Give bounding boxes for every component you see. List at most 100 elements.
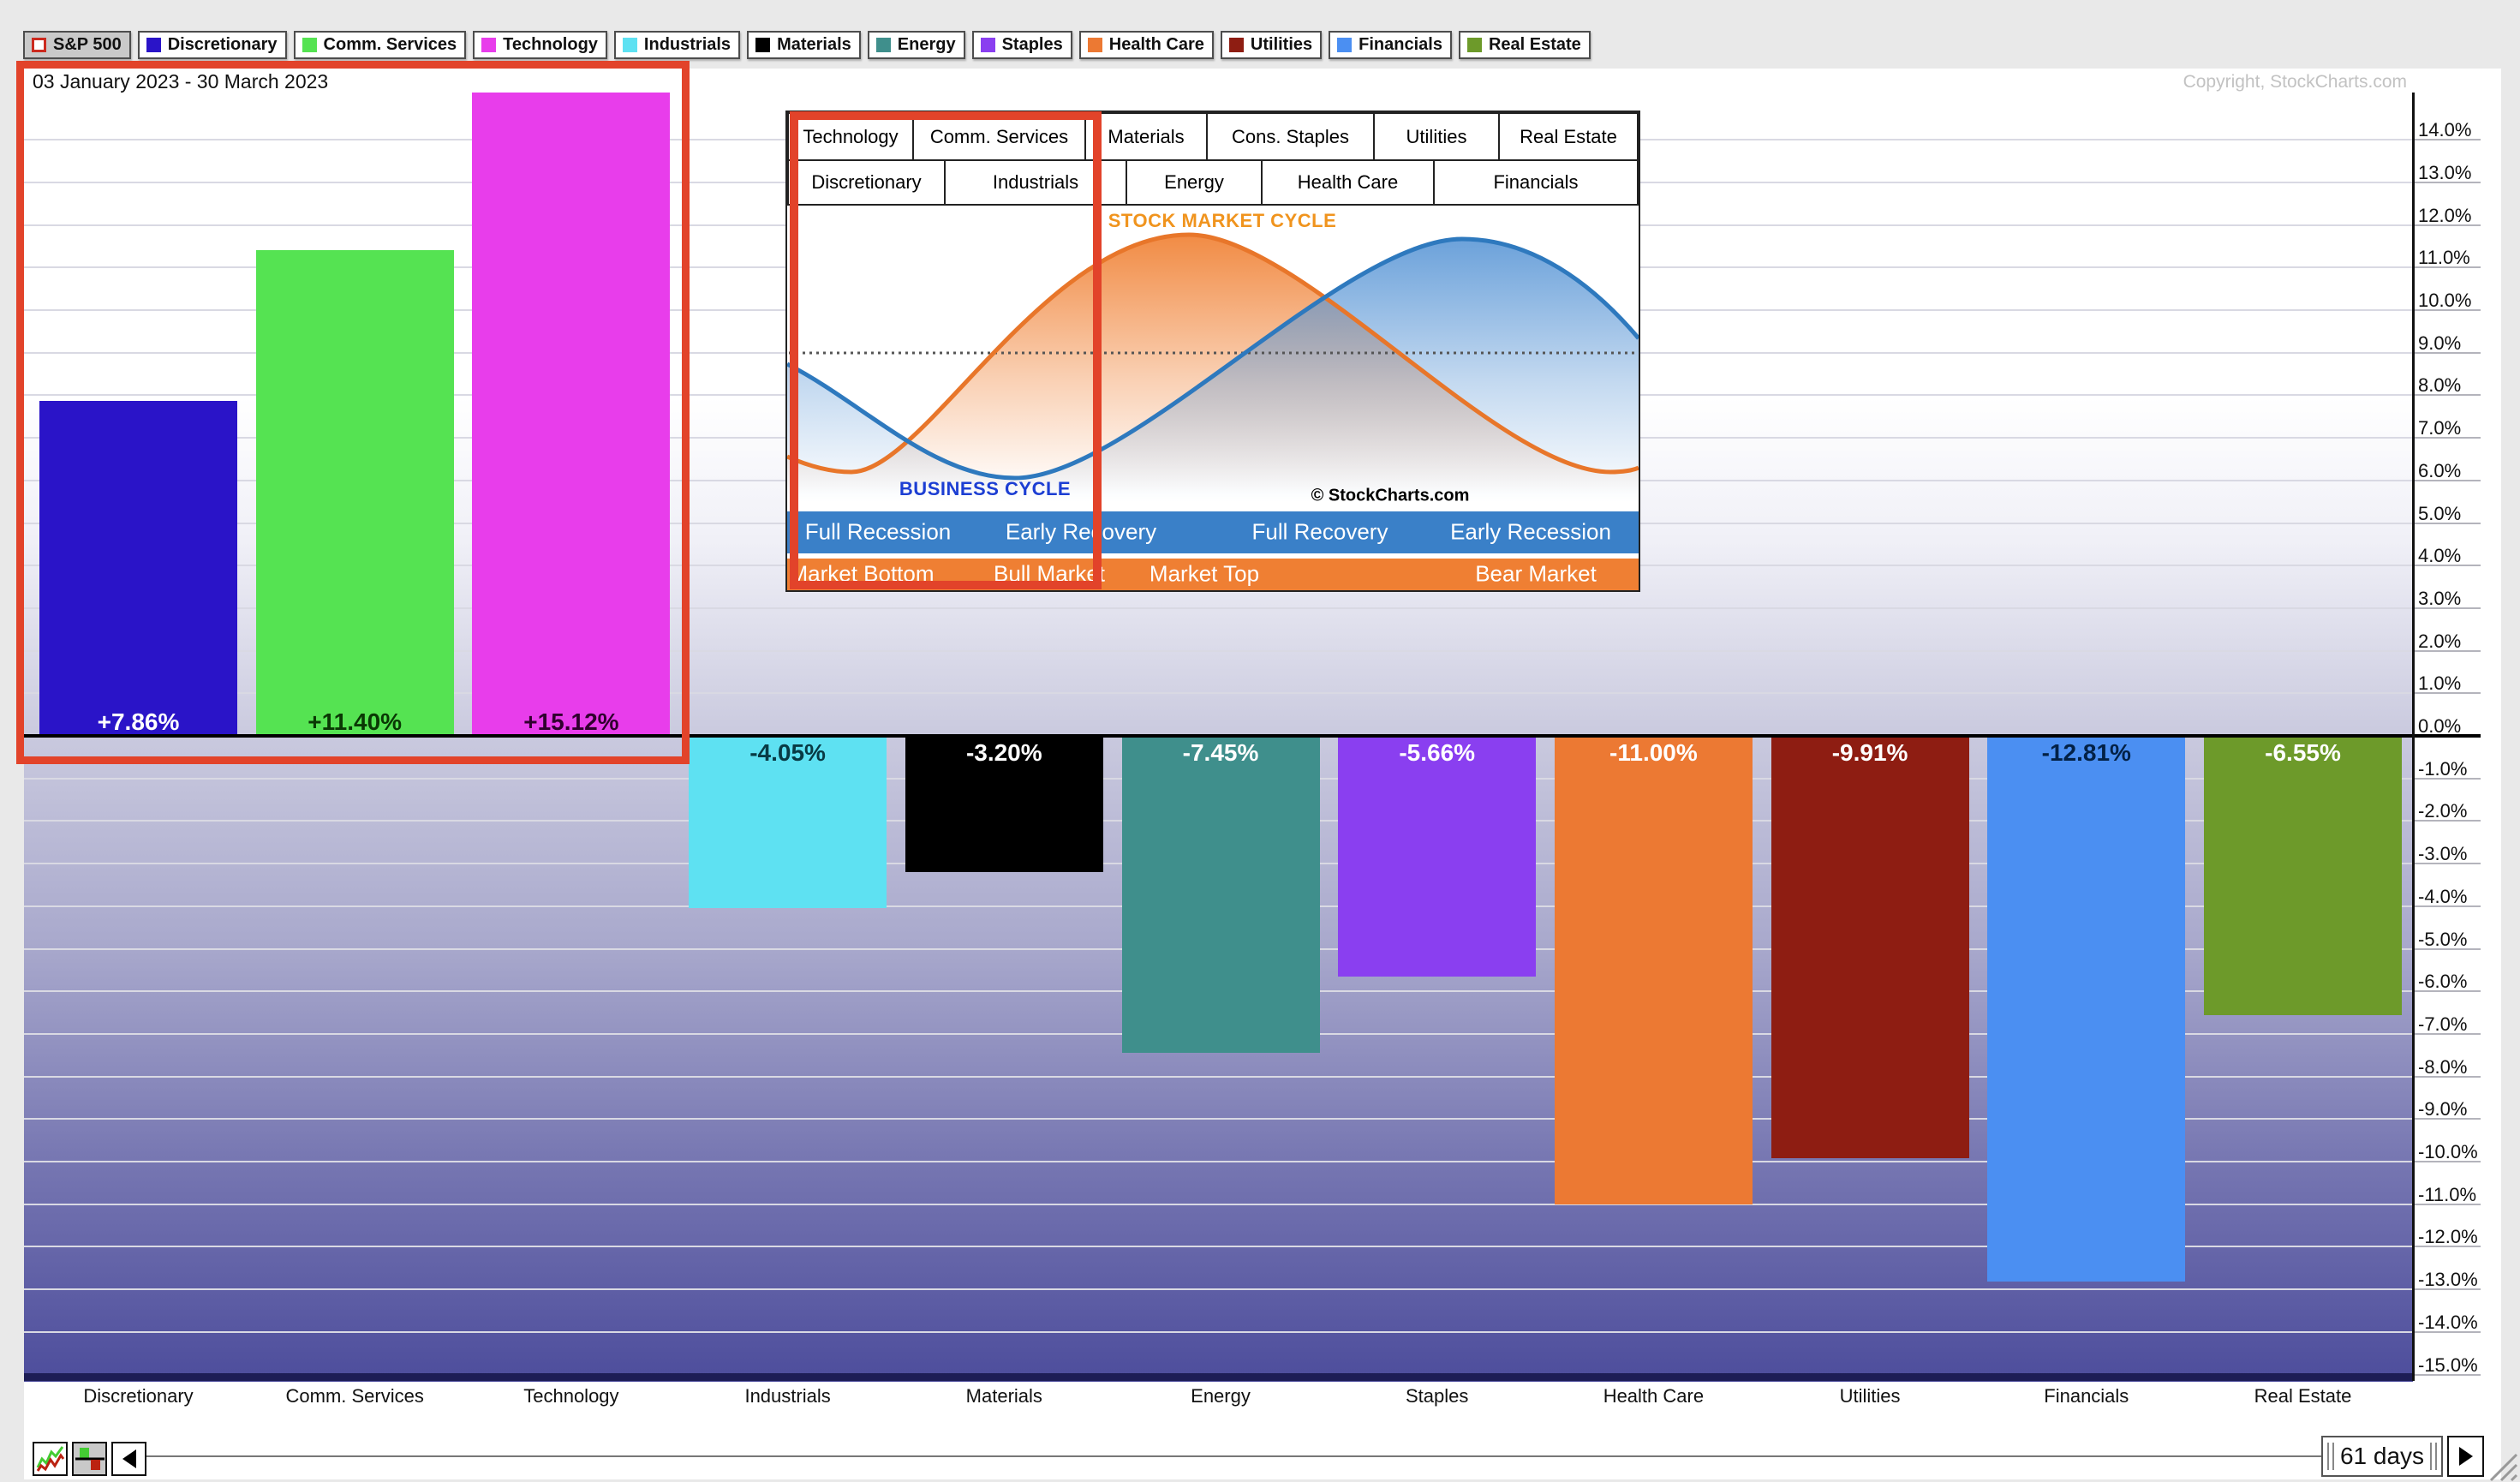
tick-line--1.0% <box>2413 777 2481 780</box>
gridline--8.0% <box>24 1075 2413 1078</box>
scroll-right-button[interactable] <box>2447 1436 2484 1477</box>
bar-value-label: -5.66% <box>1399 739 1476 766</box>
y-tick-label: 9.0% <box>2418 332 2462 354</box>
legend-button-comm-services[interactable]: Comm. Services <box>293 31 467 59</box>
inset-box-comm-services: Comm. Services <box>912 112 1086 161</box>
cycle-curves <box>787 232 1639 512</box>
business-cycle-title: BUSINESS CYCLE <box>899 478 1072 499</box>
red-annotation-rect-2 <box>790 111 1102 589</box>
bar-value-label: -6.55% <box>2265 739 2341 766</box>
thumb-grip-left <box>2327 1443 2334 1470</box>
bar-value-label: +15.12% <box>523 708 619 735</box>
inset-box-real-estate: Real Estate <box>1498 112 1639 161</box>
legend-button-real-estate[interactable]: Real Estate <box>1458 31 1591 59</box>
range-label: 61 days <box>2339 1443 2425 1469</box>
legend-swatch-icon <box>1466 38 1482 52</box>
legend-button-label: Financials <box>1359 35 1442 54</box>
legend-button-s-p-500[interactable]: S&P 500 <box>23 31 131 59</box>
slider-thumb[interactable]: 61 days <box>2321 1436 2443 1477</box>
legend-button-financials[interactable]: Financials <box>1329 31 1452 59</box>
x-category-label: Industrials <box>744 1385 831 1407</box>
legend-button-label: Staples <box>1001 35 1063 54</box>
line-chart-icon <box>36 1446 64 1472</box>
business-phase-label: Early Recession <box>1450 518 1611 545</box>
gridline--9.0% <box>24 1118 2413 1120</box>
zero-line <box>24 734 2481 738</box>
y-tick-label: -7.0% <box>2418 1013 2468 1035</box>
bar-staples <box>1338 738 1537 977</box>
legend-button-label: Utilities <box>1250 35 1313 54</box>
legend-button-materials[interactable]: Materials <box>747 31 861 59</box>
bar-comm-services <box>255 250 454 734</box>
stock-market-cycle-title: STOCK MARKET CYCLE <box>1108 210 1337 231</box>
y-tick-label: 5.0% <box>2418 502 2462 524</box>
gridline--12.0% <box>24 1246 2413 1248</box>
y-tick-label: 2.0% <box>2418 630 2462 652</box>
tick-line--2.0% <box>2413 820 2481 822</box>
resize-handle-icon[interactable] <box>2484 1451 2518 1482</box>
y-tick-label: -11.0% <box>2418 1183 2477 1205</box>
y-tick-label: 12.0% <box>2418 204 2472 226</box>
tick-line--4.0% <box>2413 905 2481 907</box>
y-axis-line <box>2412 93 2415 1381</box>
legend-button-technology[interactable]: Technology <box>473 31 607 59</box>
market-phase-label: Market Top <box>1149 560 1260 587</box>
histogram-mode-button[interactable] <box>72 1442 107 1476</box>
business-cycle-fill <box>787 239 1639 512</box>
y-tick-label: 13.0% <box>2418 161 2472 183</box>
y-tick-label: 6.0% <box>2418 459 2462 481</box>
y-tick-label: -3.0% <box>2418 843 2468 865</box>
y-tick-label: -10.0% <box>2418 1141 2478 1162</box>
bar-value-label: -7.45% <box>1182 739 1259 766</box>
tick-line-11.0% <box>2413 266 2481 269</box>
y-tick-label: 7.0% <box>2418 417 2462 439</box>
tick-line-5.0% <box>2413 522 2481 524</box>
tick-line-6.0% <box>2413 479 2481 481</box>
tick-line--9.0% <box>2413 1118 2481 1120</box>
business-phase-label: Full Recession <box>804 518 952 545</box>
tick-line-2.0% <box>2413 649 2481 652</box>
x-category-label: Utilities <box>1839 1385 1901 1407</box>
inset-box-cons-staples: Cons. Staples <box>1206 112 1375 161</box>
y-tick-label: -13.0% <box>2418 1269 2478 1291</box>
tick-line--14.0% <box>2413 1330 2481 1333</box>
tick-line-3.0% <box>2413 607 2481 609</box>
legend-swatch-icon <box>755 38 771 52</box>
y-tick-label: -6.0% <box>2418 971 2468 993</box>
left-arrow-icon <box>122 1449 136 1468</box>
legend-button-label: Industrials <box>643 35 732 54</box>
tick-line-12.0% <box>2413 224 2481 226</box>
tick-line--3.0% <box>2413 863 2481 865</box>
legend-button-health-care[interactable]: Health Care <box>1078 31 1214 59</box>
bar-value-label: -12.81% <box>2041 739 2131 766</box>
x-category-label: Financials <box>2044 1385 2129 1407</box>
legend-swatch-icon <box>481 38 497 52</box>
legend-button-utilities[interactable]: Utilities <box>1220 31 1323 59</box>
slider-track[interactable] <box>144 1455 2321 1457</box>
legend-button-energy[interactable]: Energy <box>867 31 965 59</box>
legend-swatch-icon <box>146 38 161 52</box>
legend-button-label: Energy <box>897 35 956 54</box>
y-tick-label: -8.0% <box>2418 1055 2468 1078</box>
legend-button-discretionary[interactable]: Discretionary <box>137 31 287 59</box>
business-phase-label: Full Recovery <box>1251 518 1388 545</box>
market-phase-label: Bear Market <box>1475 560 1597 587</box>
inset-copyright: © StockCharts.com <box>1311 486 1470 505</box>
line-mode-button[interactable] <box>33 1442 68 1476</box>
legend-button-industrials[interactable]: Industrials <box>613 31 741 59</box>
gridline--10.0% <box>24 1161 2413 1162</box>
tick-line--12.0% <box>2413 1246 2481 1248</box>
thumb-grip-right <box>2430 1443 2437 1470</box>
scroll-left-button[interactable] <box>111 1442 146 1476</box>
red-annotation-rect-1 <box>16 61 690 764</box>
legend-swatch-icon <box>1337 38 1353 52</box>
legend-button-staples[interactable]: Staples <box>971 31 1072 59</box>
bar-discretionary <box>39 401 237 734</box>
bar-value-label: -11.00% <box>1609 739 1698 766</box>
y-tick-label: -4.0% <box>2418 885 2468 907</box>
bar-energy <box>1121 738 1320 1054</box>
tick-line--5.0% <box>2413 947 2481 950</box>
y-tick-label: -5.0% <box>2418 928 2468 950</box>
tick-line-13.0% <box>2413 181 2481 183</box>
